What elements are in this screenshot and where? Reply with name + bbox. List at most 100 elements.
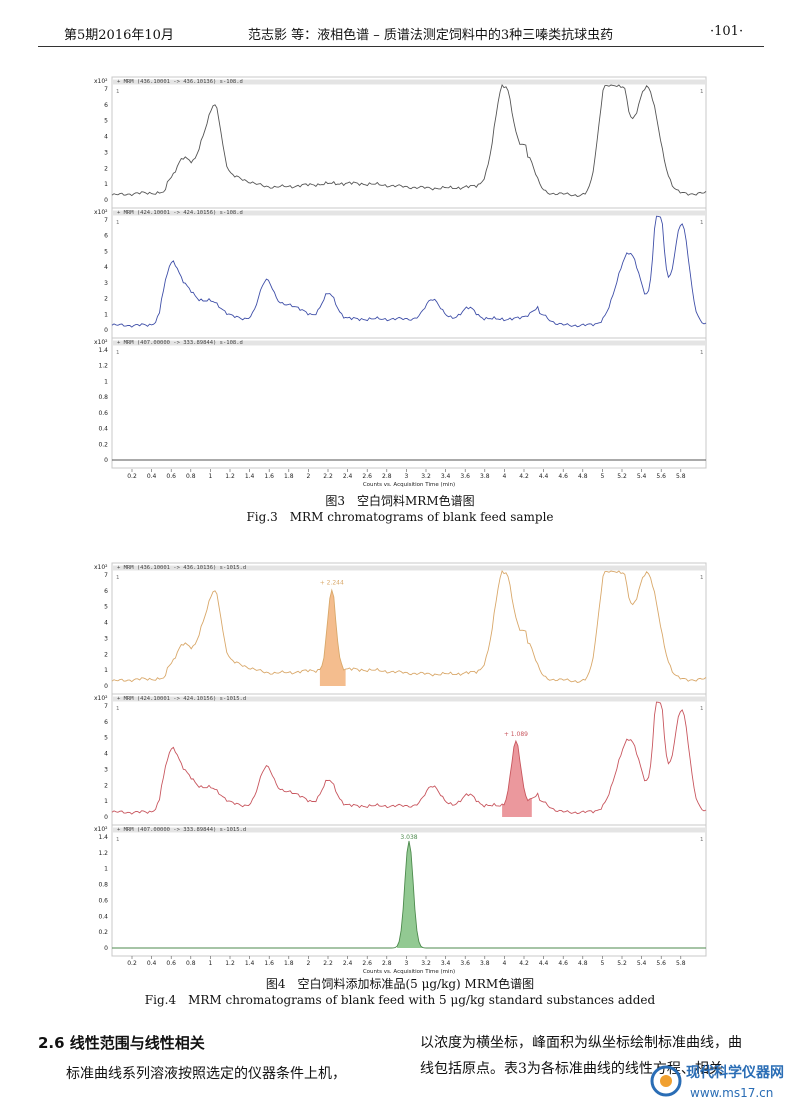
panel-index-right: 1 bbox=[700, 89, 704, 95]
y-tick-label: 4 bbox=[104, 264, 108, 271]
x-tick-label: 1.6 bbox=[264, 960, 274, 967]
page-header: 第5期2016年10月 范志影 等：液相色谱 – 质谱法测定饲料中的3种三嗪类抗… bbox=[0, 24, 800, 46]
y-tick-label: 0.6 bbox=[98, 410, 108, 417]
y-tick-label: 7 bbox=[104, 572, 108, 579]
panel-scale: x10² bbox=[94, 826, 108, 833]
x-tick-label: 0.2 bbox=[127, 960, 137, 967]
paragraph-left: 标准曲线系列溶液按照选定的仪器条件上机， bbox=[66, 1066, 346, 1082]
x-tick-label: 1 bbox=[208, 473, 212, 480]
x-tick-label: 2.6 bbox=[362, 960, 372, 967]
x-tick-label: 3.4 bbox=[441, 960, 451, 967]
x-tick-label: 0.6 bbox=[166, 473, 176, 480]
y-tick-label: 6 bbox=[104, 588, 108, 595]
y-tick-label: 0.4 bbox=[98, 913, 108, 920]
x-tick-label: 2.2 bbox=[323, 473, 333, 480]
y-tick-label: 0 bbox=[104, 814, 108, 821]
journal-issue: 第5期2016年10月 bbox=[64, 28, 174, 43]
figure4-caption-cn: 图4 空白饲料添加标准品(5 μg/kg) MRM色谱图 bbox=[265, 977, 535, 991]
panel-trace-label: + MRM (424.10001 -> 424.10156) s-1015.d bbox=[117, 696, 246, 702]
x-tick-label: 3.8 bbox=[480, 473, 490, 480]
integrated-peak-area bbox=[397, 841, 423, 948]
y-tick-label: 3 bbox=[104, 149, 108, 156]
y-tick-label: 1.4 bbox=[98, 834, 108, 841]
y-tick-label: 5 bbox=[104, 118, 108, 125]
x-tick-label: 1.2 bbox=[225, 473, 235, 480]
paragraph-right-line2: 线包括原点。表3为各标准曲线的线性方程、相关 bbox=[420, 1061, 723, 1077]
y-tick-label: 5 bbox=[104, 735, 108, 742]
panel-index-right: 1 bbox=[700, 837, 704, 843]
y-tick-label: 1 bbox=[104, 798, 108, 805]
panel-trace-label: + MRM (436.10001 -> 436.10136) s-1015.d bbox=[117, 565, 246, 571]
panel-trace-label: + MRM (407.00000 -> 333.89844) s-108.d bbox=[117, 340, 243, 346]
x-tick-label: 0.4 bbox=[147, 960, 157, 967]
x-tick-label: 3.8 bbox=[480, 960, 490, 967]
y-tick-label: 1.4 bbox=[98, 347, 108, 354]
y-tick-label: 7 bbox=[104, 217, 108, 224]
figure3-caption-cn: 图3 空白饲料MRM色谱图 bbox=[325, 494, 475, 508]
x-tick-label: 2.4 bbox=[343, 960, 353, 967]
y-tick-label: 1 bbox=[104, 181, 108, 188]
y-tick-label: 0 bbox=[104, 683, 108, 690]
panel-frame bbox=[111, 562, 707, 695]
x-tick-label: 5.8 bbox=[676, 960, 686, 967]
panel-index-right: 1 bbox=[700, 220, 704, 226]
peak-label: + 2.244 bbox=[320, 579, 344, 586]
x-tick-label: 2.8 bbox=[382, 473, 392, 480]
panel-trace-label: + MRM (436.10001 -> 436.10136) s-108.d bbox=[117, 79, 243, 85]
panel-frame bbox=[111, 76, 707, 209]
x-tick-label: 1.8 bbox=[284, 473, 294, 480]
panel-scale: x10² bbox=[94, 339, 108, 346]
watermark-logo-icon bbox=[650, 1065, 682, 1097]
y-tick-label: 4 bbox=[104, 134, 108, 141]
y-tick-label: 6 bbox=[104, 719, 108, 726]
x-tick-label: 5 bbox=[600, 960, 604, 967]
panel-frame bbox=[111, 337, 707, 469]
x-tick-label: 0.2 bbox=[127, 473, 137, 480]
y-tick-label: 3 bbox=[104, 766, 108, 773]
y-tick-label: 1 bbox=[104, 378, 108, 385]
panel-index-left: 1 bbox=[116, 706, 120, 712]
y-tick-label: 2 bbox=[104, 165, 108, 172]
header-rule bbox=[38, 46, 764, 47]
y-tick-label: 1 bbox=[104, 866, 108, 873]
integrated-peak-area bbox=[502, 741, 532, 817]
y-tick-label: 0 bbox=[104, 327, 108, 334]
y-tick-label: 0.6 bbox=[98, 897, 108, 904]
x-tick-label: 4.4 bbox=[539, 473, 549, 480]
x-tick-label: 3.2 bbox=[421, 473, 431, 480]
x-tick-label: 2 bbox=[306, 960, 310, 967]
x-tick-label: 5.4 bbox=[637, 473, 647, 480]
y-tick-label: 1.2 bbox=[98, 363, 108, 370]
x-tick-label: 3.4 bbox=[441, 473, 451, 480]
x-tick-label: 2 bbox=[306, 473, 310, 480]
y-tick-label: 0 bbox=[104, 945, 108, 952]
x-tick-label: 5.2 bbox=[617, 960, 627, 967]
y-tick-label: 4 bbox=[104, 620, 108, 627]
x-tick-label: 0.8 bbox=[186, 960, 196, 967]
y-tick-label: 4 bbox=[104, 751, 108, 758]
panel-scale: x10² bbox=[94, 695, 108, 702]
paragraph-right-line1: 以浓度为横坐标，峰面积为纵坐标绘制标准曲线，曲 bbox=[420, 1035, 742, 1051]
chromatogram-trace bbox=[111, 701, 707, 815]
y-tick-label: 2 bbox=[104, 296, 108, 303]
watermark-cn: 现代科学仪器网 bbox=[686, 1064, 784, 1081]
peak-label: 3.038 bbox=[400, 834, 417, 841]
x-tick-label: 1.8 bbox=[284, 960, 294, 967]
y-tick-label: 5 bbox=[104, 248, 108, 255]
x-tick-label: 2.6 bbox=[362, 473, 372, 480]
y-tick-label: 0.2 bbox=[98, 929, 108, 936]
page-number: ·101· bbox=[710, 24, 744, 39]
x-tick-label: 5.6 bbox=[656, 473, 666, 480]
x-tick-label: 5.4 bbox=[637, 960, 647, 967]
panel-trace-label: + MRM (424.10001 -> 424.10156) s-108.d bbox=[117, 210, 243, 216]
x-tick-label: 4.2 bbox=[519, 473, 529, 480]
site-watermark: 现代科学仪器网 www.ms17.cn bbox=[650, 1064, 784, 1100]
x-tick-label: 3 bbox=[404, 473, 408, 480]
figure4-caption-en: Fig.4 MRM chromatograms of blank feed wi… bbox=[144, 993, 656, 1007]
panel-index-right: 1 bbox=[700, 706, 704, 712]
x-tick-label: 5.6 bbox=[656, 960, 666, 967]
panel-index-right: 1 bbox=[700, 575, 704, 581]
x-tick-label: 5.2 bbox=[617, 473, 627, 480]
panel-index-left: 1 bbox=[116, 89, 120, 95]
x-tick-label: 4.6 bbox=[558, 960, 568, 967]
